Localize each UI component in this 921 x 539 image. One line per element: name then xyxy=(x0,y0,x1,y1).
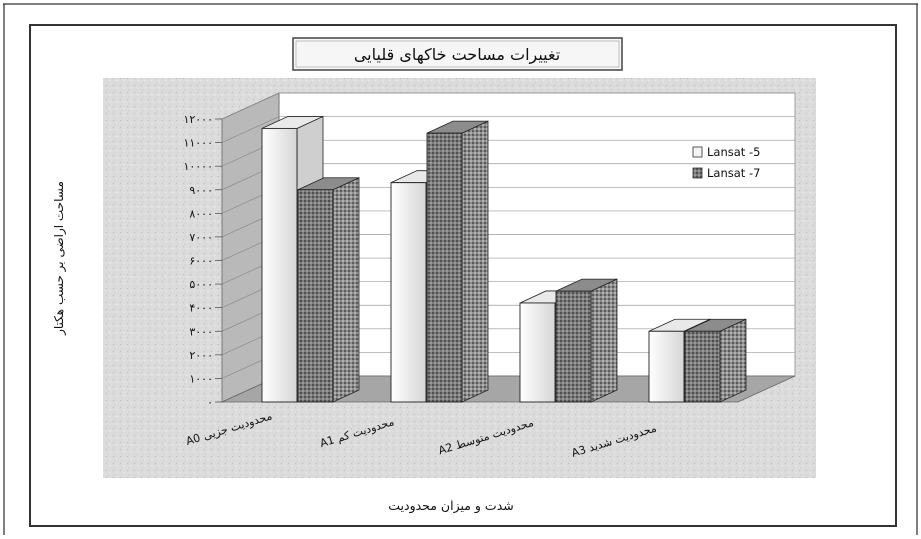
bar-front xyxy=(648,330,685,403)
y-tick-label: ۷۰۰۰ xyxy=(189,231,213,244)
legend-swatch-lansat7 xyxy=(692,167,703,179)
y-tick-label: ۱۰۰۰۰ xyxy=(183,160,213,173)
bar-side xyxy=(590,278,618,403)
y-tick-label: ۸۰۰۰ xyxy=(189,207,213,220)
gridline-side xyxy=(221,92,280,120)
y-tick-label: ۲۰۰۰ xyxy=(189,349,213,362)
bars xyxy=(261,115,747,403)
bar-front xyxy=(684,330,721,403)
bar-front xyxy=(555,290,592,403)
bar xyxy=(555,278,618,403)
y-tick-label: ۵۰۰۰ xyxy=(189,278,213,291)
y-axis-ticks: ۰ ۱۰۰۰ ۲۰۰۰ ۳۰۰۰ ۴۰۰۰ ۵۰۰۰ ۶۰۰۰ ۷۰۰۰ ۸۰۰۰ ۹۰۰۰ ۱۰۰… xyxy=(183,113,222,409)
chart-title: تغییرات مساحت خاکهای قلیایی xyxy=(354,45,560,65)
bar xyxy=(297,177,360,403)
bar-front xyxy=(297,189,334,403)
y-tick-label: ۹۰۰۰ xyxy=(189,184,213,197)
chart-title-box: تغییرات مساحت خاکهای قلیایی xyxy=(292,37,623,71)
bar xyxy=(426,120,489,403)
bar xyxy=(684,318,747,403)
bar-front xyxy=(519,302,556,403)
x-axis-label: شدت و میزان محدودیت xyxy=(388,498,513,514)
y-tick-label: ۴۰۰۰ xyxy=(189,302,213,315)
bar-side xyxy=(461,120,489,403)
gridline-side xyxy=(221,116,280,143)
legend-swatch-lansat5 xyxy=(692,146,703,158)
bar-front xyxy=(390,182,427,403)
bar-side xyxy=(719,318,747,403)
y-tick-label: ۳۰۰۰ xyxy=(189,325,213,338)
y-tick-label: ۱۲۰۰۰ xyxy=(183,113,213,126)
y-axis-label: مساحت اراضی بر حسب هکتار xyxy=(52,181,67,336)
bar xyxy=(648,318,711,403)
y-tick-label: ۱۱۰۰۰ xyxy=(183,137,213,150)
legend: Lansat -5 Lansat -7 xyxy=(692,145,760,180)
bar-side xyxy=(332,177,360,403)
legend-label-lansat7: Lansat -7 xyxy=(707,166,760,180)
y-tick-label: ۰ xyxy=(207,396,213,409)
bar-front xyxy=(261,127,298,403)
y-tick-label: ۶۰۰۰ xyxy=(189,255,213,268)
bar-front xyxy=(426,132,463,403)
legend-label-lansat5: Lansat -5 xyxy=(707,145,760,159)
y-tick-label: ۱۰۰۰ xyxy=(189,372,213,385)
